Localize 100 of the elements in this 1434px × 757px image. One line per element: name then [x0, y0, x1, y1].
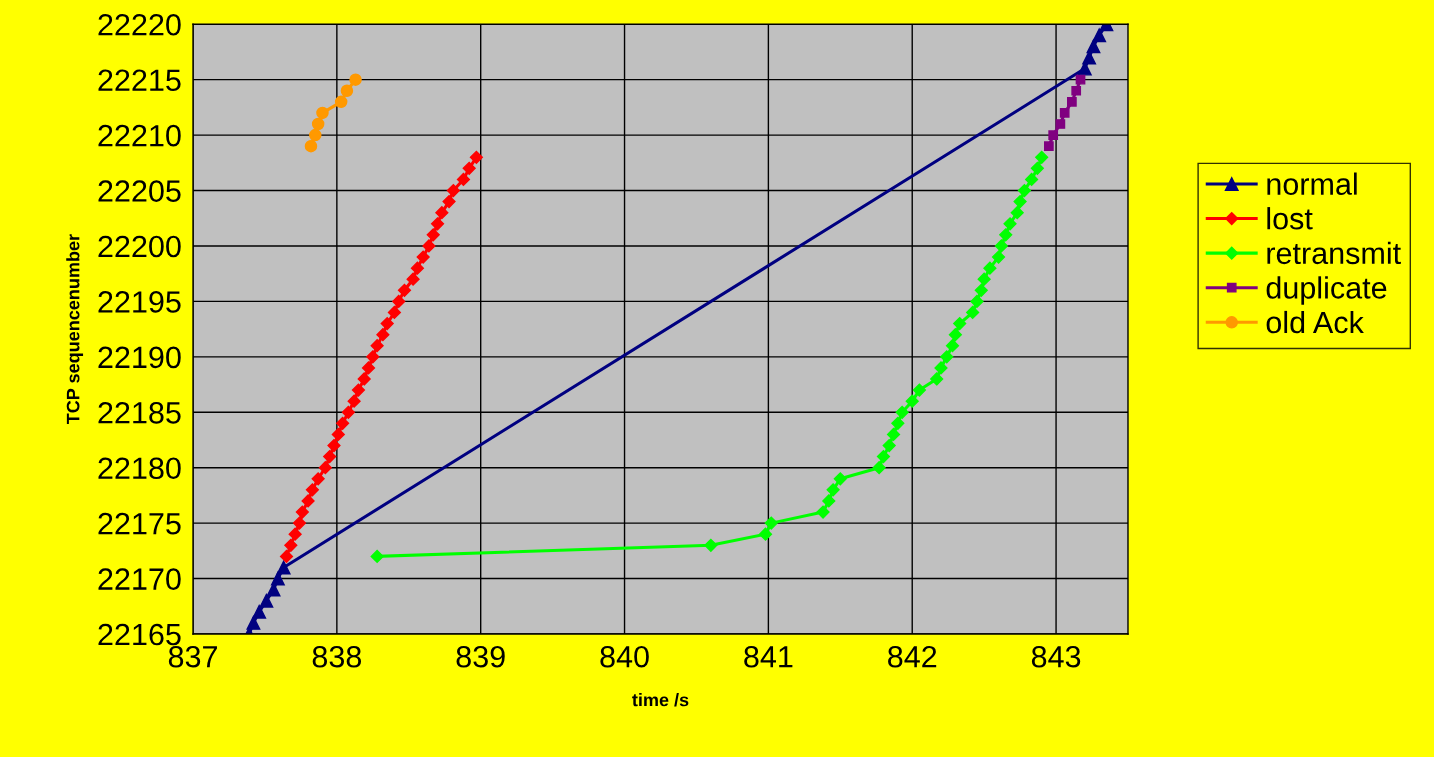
point	[764, 516, 778, 530]
point	[259, 593, 274, 608]
y-tick-label: 22205	[98, 180, 181, 202]
point	[279, 549, 294, 563]
point	[891, 416, 905, 430]
y-tick-label: 22190	[98, 346, 181, 369]
point	[284, 538, 298, 552]
point	[826, 483, 840, 497]
point	[376, 328, 390, 342]
point	[366, 350, 380, 364]
point	[1086, 39, 1101, 54]
point	[974, 283, 988, 297]
y-tick-label: 22195	[98, 291, 181, 313]
y-tick-label: 22185	[98, 401, 181, 424]
point	[953, 316, 967, 331]
x-tick-label: 841	[744, 645, 793, 668]
point	[318, 461, 332, 475]
point	[370, 339, 384, 353]
point	[341, 405, 355, 419]
point	[940, 350, 954, 364]
point	[301, 494, 315, 508]
y-tick-label: 22180	[98, 457, 181, 480]
x-tick-label: 839	[456, 645, 505, 668]
point	[1030, 161, 1044, 175]
point	[331, 427, 345, 442]
point	[410, 261, 424, 275]
point	[252, 604, 267, 619]
point	[816, 505, 830, 519]
y-tick-label: 22200	[98, 235, 181, 258]
point	[999, 228, 1013, 242]
point	[1071, 85, 1082, 96]
point	[469, 150, 483, 164]
point	[361, 361, 376, 375]
point	[1013, 195, 1027, 209]
y-tick-label: 22170	[98, 568, 181, 590]
x-tick-label: 843	[1031, 645, 1081, 668]
point	[1044, 141, 1054, 152]
point	[406, 272, 420, 286]
point	[370, 549, 384, 563]
x-tick-label: 840	[600, 645, 649, 668]
point	[1003, 217, 1017, 231]
point	[895, 405, 909, 419]
point	[991, 250, 1006, 264]
point	[288, 527, 302, 541]
y-tick-label: 22220	[98, 13, 181, 36]
point	[334, 95, 348, 109]
point	[704, 538, 718, 552]
point	[327, 438, 341, 453]
point	[1010, 206, 1024, 220]
point	[966, 305, 980, 320]
point	[1067, 96, 1077, 107]
point	[435, 206, 449, 220]
point	[397, 283, 412, 297]
point	[336, 416, 350, 430]
point	[1059, 108, 1070, 118]
legend-label: duplicate	[1266, 276, 1387, 305]
point	[1055, 119, 1066, 129]
x-tick-label: 837	[168, 645, 217, 668]
point	[456, 172, 471, 187]
y-tick-label: 22215	[98, 69, 181, 92]
point	[442, 195, 456, 209]
point	[392, 294, 406, 308]
legend-label: retransmit	[1267, 241, 1401, 265]
point	[822, 494, 836, 508]
y-tick-label: 22175	[98, 512, 181, 535]
point	[912, 383, 927, 397]
point	[347, 394, 361, 408]
point	[983, 261, 997, 275]
point	[340, 84, 354, 97]
point	[351, 383, 366, 397]
point	[462, 161, 476, 175]
point	[1092, 28, 1107, 43]
point	[270, 571, 285, 586]
point	[357, 372, 371, 386]
point	[416, 250, 430, 264]
point	[1048, 130, 1059, 140]
point	[833, 472, 847, 486]
point	[930, 372, 944, 386]
point	[323, 450, 337, 464]
point	[1035, 150, 1049, 164]
point	[872, 461, 886, 475]
point	[876, 450, 891, 464]
y-tick-label: 22210	[98, 124, 181, 147]
point	[304, 139, 318, 153]
y-axis-title: TCP sequencenumber	[66, 234, 84, 425]
point	[994, 239, 1008, 253]
y-tick-label: 22165	[98, 623, 181, 646]
point	[430, 217, 445, 231]
point	[970, 294, 984, 308]
point	[758, 527, 773, 541]
point	[311, 472, 325, 486]
point	[292, 516, 307, 530]
point	[1017, 183, 1032, 198]
point	[948, 328, 962, 342]
point	[305, 483, 319, 497]
point	[380, 316, 394, 331]
point	[316, 106, 329, 120]
x-tick-label: 838	[312, 645, 362, 668]
point	[1025, 172, 1039, 187]
point	[882, 438, 896, 453]
